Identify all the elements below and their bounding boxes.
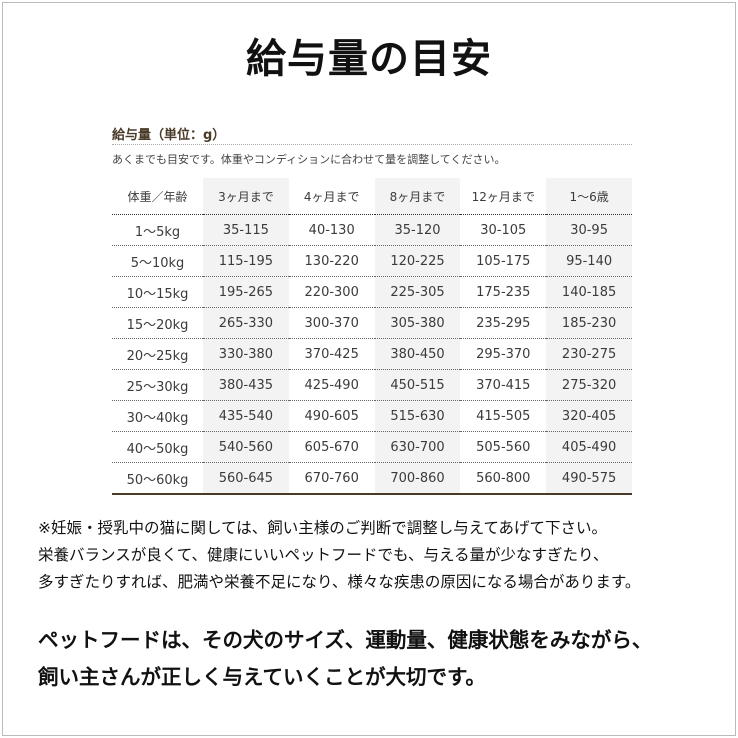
amount-cell: 225-305	[374, 276, 461, 308]
note-line: 多すぎたりすれば、肥満や栄養不足になり、様々な疾患の原因になる場合があります。	[38, 573, 641, 591]
feeding-table: 体重／年齢 3ヶ月まで 4ヶ月まで 8ヶ月まで 12ヶ月まで 1〜6歳 1〜5kg 35-1…	[112, 178, 632, 495]
amount-cell: 670-760	[288, 462, 375, 495]
amount-cell: 300-370	[288, 307, 375, 339]
divider	[112, 144, 632, 145]
weight-cell: 5〜10kg	[112, 245, 203, 277]
emphasis-line: 飼い主さんが正しく与えていくことが大切です。	[38, 665, 486, 689]
amount-cell: 305-380	[374, 307, 461, 339]
amount-cell: 450-515	[374, 369, 461, 401]
note-line: 栄養バランスが良くて、健康にいいペットフードでも、与える量が少なすぎたり、	[38, 546, 609, 564]
amount-cell: 380-450	[374, 338, 461, 370]
amount-cell: 330-380	[203, 338, 289, 370]
amount-cell: 490-575	[546, 462, 632, 495]
column-header: 体重／年齢	[112, 178, 203, 215]
weight-cell: 50〜60kg	[112, 462, 203, 495]
table-row: 15〜20kg 265-330 300-370 305-380 235-295 185-2…	[112, 307, 632, 339]
amount-cell: 95-140	[546, 245, 632, 277]
amount-cell: 700-860	[374, 462, 461, 495]
amount-cell: 605-670	[288, 431, 375, 463]
amount-cell: 195-265	[203, 276, 289, 308]
amount-cell: 380-435	[203, 369, 289, 401]
table-row: 10〜15kg 195-265 220-300 225-305 175-235 140-1…	[112, 276, 632, 308]
amount-cell: 105-175	[460, 245, 547, 277]
table-row: 25〜30kg 380-435 425-490 450-515 370-415 275-3…	[112, 369, 632, 401]
amount-cell: 220-300	[288, 276, 375, 308]
amount-cell: 30-95	[546, 214, 632, 246]
table-header-row: 体重／年齢 3ヶ月まで 4ヶ月まで 8ヶ月まで 12ヶ月まで 1〜6歳	[112, 178, 632, 215]
weight-cell: 20〜25kg	[112, 338, 203, 370]
amount-cell: 175-235	[460, 276, 547, 308]
amount-cell: 630-700	[374, 431, 461, 463]
weight-cell: 30〜40kg	[112, 400, 203, 432]
amount-cell: 115-195	[203, 245, 289, 277]
table-row: 30〜40kg 435-540 490-605 515-630 415-505 320-4…	[112, 400, 632, 432]
amount-cell: 265-330	[203, 307, 289, 339]
amount-cell: 230-275	[546, 338, 632, 370]
amount-cell: 320-405	[546, 400, 632, 432]
notes: ※妊娠・授乳中の猫に関しては、飼い主様のご判断で調整し与えてあげて下さい。 栄養…	[38, 515, 640, 596]
amount-cell: 235-295	[460, 307, 547, 339]
amount-cell: 120-225	[374, 245, 461, 277]
amount-cell: 35-115	[203, 214, 289, 246]
column-header: 4ヶ月まで	[288, 178, 375, 215]
weight-cell: 10〜15kg	[112, 276, 203, 308]
table-row: 40〜50kg 540-560 605-670 630-700 505-560 405-4…	[112, 431, 632, 463]
column-header: 12ヶ月まで	[460, 178, 547, 215]
amount-cell: 505-560	[460, 431, 547, 463]
amount-cell: 415-505	[460, 400, 547, 432]
emphasis-line: ペットフードは、その犬のサイズ、運動量、健康状態をみながら、	[38, 628, 653, 652]
table-row: 20〜25kg 330-380 370-425 380-450 295-370 230-2…	[112, 338, 632, 370]
amount-cell: 560-645	[203, 462, 289, 495]
amount-cell: 185-230	[546, 307, 632, 339]
note-line: ※妊娠・授乳中の猫に関しては、飼い主様のご判断で調整し与えてあげて下さい。	[38, 519, 607, 537]
amount-cell: 435-540	[203, 400, 289, 432]
amount-cell: 370-415	[460, 369, 547, 401]
amount-cell: 540-560	[203, 431, 289, 463]
amount-cell: 40-130	[288, 214, 375, 246]
column-header: 8ヶ月まで	[374, 178, 461, 215]
section-title: 給与量（単位：g）	[112, 128, 226, 143]
amount-cell: 425-490	[288, 369, 375, 401]
section-subtitle: あくまでも目安です。体重やコンディションに合わせて量を調整してください。	[112, 153, 506, 166]
column-header: 1〜6歳	[546, 178, 632, 215]
table-row: 1〜5kg 35-115 40-130 35-120 30-105 30-95	[112, 214, 632, 246]
weight-cell: 15〜20kg	[112, 307, 203, 339]
amount-cell: 35-120	[374, 214, 461, 246]
page-title: 給与量の目安	[246, 36, 492, 82]
weight-cell: 1〜5kg	[112, 214, 203, 246]
table-row: 5〜10kg 115-195 130-220 120-225 105-175 95-140	[112, 245, 632, 277]
table-row: 50〜60kg 560-645 670-760 700-860 560-800 490-5…	[112, 462, 632, 495]
amount-cell: 130-220	[288, 245, 375, 277]
amount-cell: 370-425	[288, 338, 375, 370]
weight-cell: 40〜50kg	[112, 431, 203, 463]
amount-cell: 405-490	[546, 431, 632, 463]
emphasis-text: ペットフードは、その犬のサイズ、運動量、健康状態をみながら、 飼い主さんが正しく…	[38, 622, 652, 696]
amount-cell: 515-630	[374, 400, 461, 432]
weight-cell: 25〜30kg	[112, 369, 203, 401]
amount-cell: 275-320	[546, 369, 632, 401]
amount-cell: 295-370	[460, 338, 547, 370]
amount-cell: 140-185	[546, 276, 632, 308]
amount-cell: 30-105	[460, 214, 547, 246]
amount-cell: 560-800	[460, 462, 547, 495]
column-header: 3ヶ月まで	[203, 178, 289, 215]
amount-cell: 490-605	[288, 400, 375, 432]
